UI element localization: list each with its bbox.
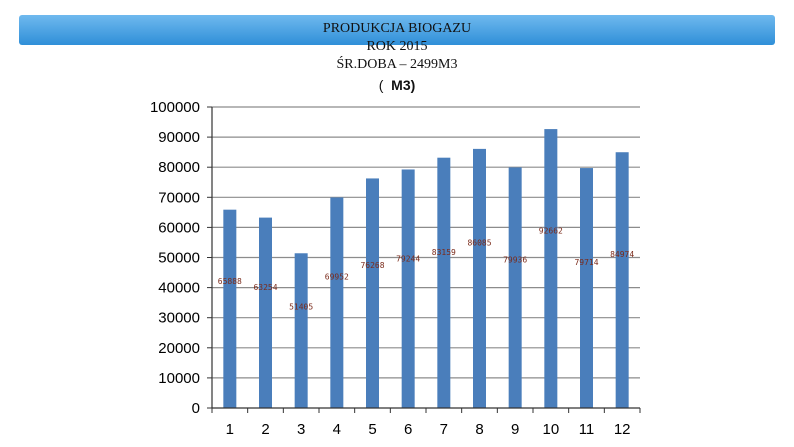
y-tick-label: 40000 [158,280,200,297]
bars [223,129,629,408]
x-tick-labels: 1 2 3 4 5 6 7 8 9 10 11 12 [226,421,631,438]
gridlines [212,106,640,379]
unit-open-paren: ( [378,77,384,93]
data-label: 86085 [467,238,491,247]
bar [508,167,522,408]
data-label: 79936 [503,256,527,265]
bar [473,148,486,408]
x-tick-label: 1 [226,421,234,438]
x-tick-label: 4 [333,421,341,438]
y-tick-label: 10000 [158,370,200,387]
bar [580,168,593,408]
unit-text: M3) [391,77,416,93]
x-tick-label: 9 [511,421,519,438]
data-label: 83159 [432,248,456,257]
x-tick-label: 5 [368,421,376,438]
x-tick-label: 6 [404,421,412,438]
bar [401,169,415,408]
bar [223,209,237,408]
x-tick-label: 3 [297,421,305,438]
bar [544,129,558,408]
y-tick-labels: 0 10000 20000 30000 40000 50000 60000 70000 8000… [150,99,200,417]
y-tick-label: 70000 [158,189,200,206]
data-label: 63254 [253,283,277,292]
data-label: 51405 [289,303,313,312]
data-label: 79714 [574,258,598,267]
chart-unit-label: ( M3) [247,77,547,93]
x-tick-label: 8 [475,421,483,438]
y-tick-label: 30000 [158,310,200,327]
bar [294,253,308,408]
chart-subtitle-year: ROK 2015 [366,39,428,54]
axes [207,106,641,413]
x-tick-label: 2 [261,421,269,438]
chart-title: PRODUKCJA BIOGAZU [322,21,472,36]
bar [330,197,344,408]
x-tick-label: 10 [542,421,559,438]
y-tick-label: 60000 [158,219,200,236]
bar [366,178,379,408]
bar [259,217,272,408]
data-labels: 65888 63254 51405 69952 76268 79244 83159 86085… [218,227,635,312]
x-tick-label: 7 [440,421,448,438]
x-tick-label: 11 [579,421,595,438]
y-tick-label: 0 [192,400,200,417]
y-tick-label: 80000 [158,159,200,176]
x-tick-label: 12 [614,421,631,438]
y-tick-label: 100000 [150,99,200,116]
bar [437,157,451,408]
data-label: 92662 [539,227,563,236]
data-label: 76268 [360,261,384,270]
y-tick-label: 20000 [158,340,200,357]
title-banner [19,15,775,45]
chart-subtitle-daily-average: ŚR.DOBA – 2499M3 [336,57,458,72]
y-tick-label: 50000 [158,250,200,267]
data-label: 69952 [325,273,349,282]
data-label: 65888 [218,277,242,286]
bar [615,152,629,408]
data-label: 79244 [396,255,420,264]
data-label: 84974 [610,250,634,259]
y-tick-label: 90000 [158,129,200,146]
